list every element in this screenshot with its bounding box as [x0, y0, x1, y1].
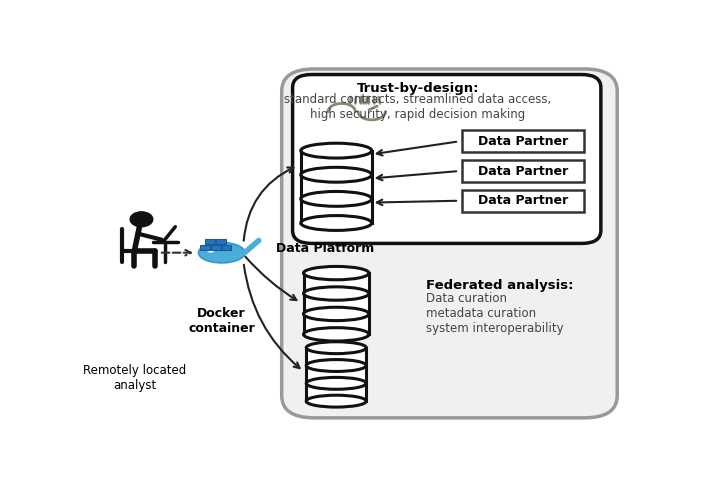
Text: Data curation
metadata curation
system interoperability: Data curation metadata curation system i… [427, 292, 564, 335]
Ellipse shape [306, 395, 366, 407]
Bar [301, 150, 372, 223]
Text: standard contracts, streamlined data access,
high security, rapid decision makin: standard contracts, streamlined data acc… [284, 93, 552, 121]
Text: Remotely located
analyst: Remotely located analyst [83, 364, 186, 392]
Ellipse shape [301, 191, 372, 206]
Ellipse shape [199, 242, 245, 263]
Ellipse shape [303, 328, 369, 341]
Text: Docker
container: Docker container [188, 307, 255, 335]
Ellipse shape [303, 287, 369, 300]
Bar [210, 245, 220, 250]
Text: Data Partner: Data Partner [478, 194, 568, 207]
FancyBboxPatch shape [462, 160, 584, 182]
Circle shape [207, 247, 215, 253]
Text: Data Partner: Data Partner [478, 135, 568, 148]
Ellipse shape [301, 167, 372, 182]
Ellipse shape [303, 267, 369, 280]
Text: Trust-by-design:: Trust-by-design: [357, 82, 479, 95]
Bar [306, 348, 366, 401]
Text: Data Platform: Data Platform [276, 241, 375, 254]
FancyBboxPatch shape [462, 130, 584, 152]
Text: Federated analysis:: Federated analysis: [427, 279, 574, 292]
Bar [200, 245, 210, 250]
FancyBboxPatch shape [282, 69, 617, 418]
FancyBboxPatch shape [293, 75, 601, 243]
Bar [222, 245, 232, 250]
Text: Data Partner: Data Partner [478, 164, 568, 177]
Ellipse shape [301, 215, 372, 230]
Circle shape [130, 211, 153, 228]
Ellipse shape [306, 342, 366, 354]
Bar [216, 239, 226, 244]
Ellipse shape [306, 377, 366, 389]
Ellipse shape [306, 360, 366, 372]
FancyBboxPatch shape [462, 189, 584, 212]
Bar [303, 273, 369, 335]
Ellipse shape [303, 307, 369, 321]
Bar [206, 239, 215, 244]
Ellipse shape [301, 143, 372, 158]
